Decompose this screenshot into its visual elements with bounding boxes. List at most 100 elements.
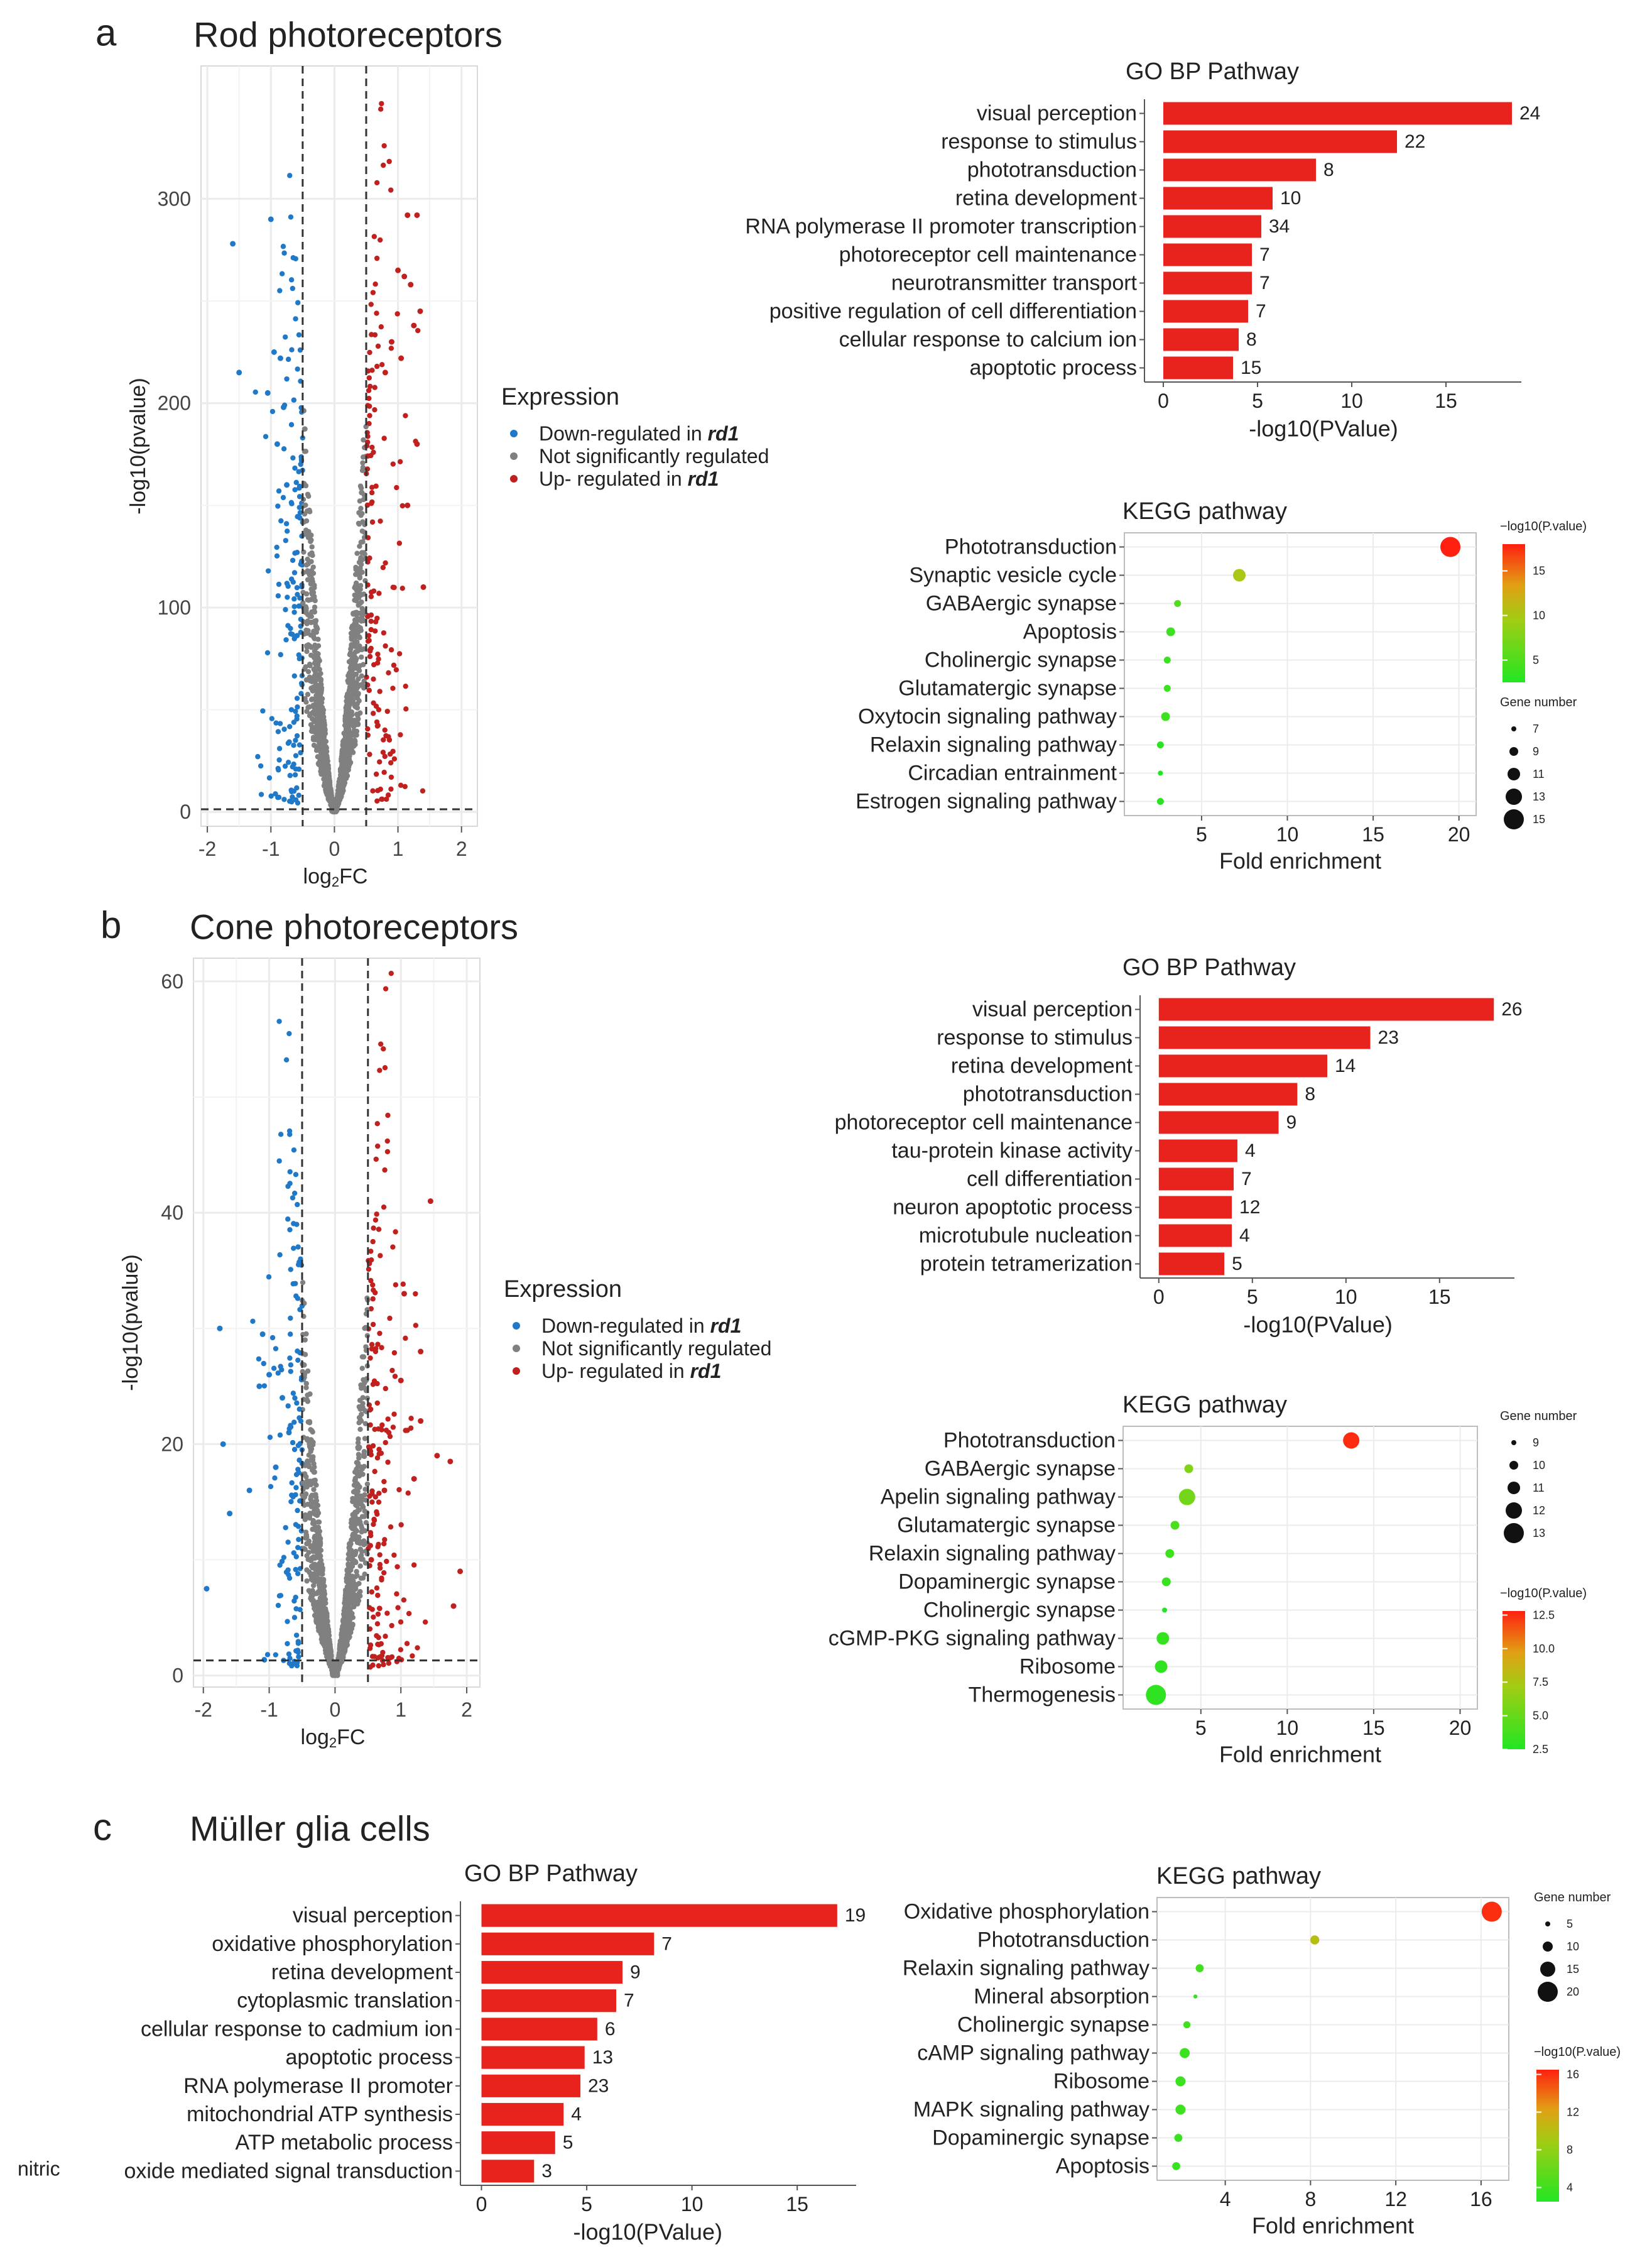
go-bar	[1163, 187, 1273, 210]
go-category-label: cellular response to calcium ion	[839, 328, 1137, 352]
volcano-point-down	[230, 241, 236, 247]
volcano-point	[338, 1643, 344, 1649]
volcano-point	[295, 1296, 301, 1301]
volcano-point-sig	[376, 1605, 383, 1611]
volcano-point	[308, 586, 314, 592]
rod-volcano-plot-area	[200, 65, 478, 827]
volcano-point-sig	[413, 1323, 419, 1328]
legend-label-a: Up- regulated in rd1	[539, 467, 719, 490]
volcano-point	[354, 550, 360, 556]
volcano-point	[357, 1397, 363, 1403]
volcano-point-sig	[294, 713, 300, 719]
volcano-point	[352, 1558, 357, 1564]
go-category-label: tau-protein kinase activity	[891, 1139, 1133, 1163]
volcano-point	[345, 741, 352, 748]
volcano-point-sig	[297, 1607, 303, 1612]
volcano-point-sig	[275, 593, 281, 599]
volcano-point	[295, 1348, 300, 1354]
volcano-point-sig	[275, 1602, 281, 1609]
volcano-point	[374, 255, 380, 261]
kegg-category-label: Cholinergic synapse	[923, 1598, 1116, 1622]
volcano-point	[312, 609, 318, 615]
size-legend-label: 11	[1533, 1482, 1545, 1494]
volcano-point-sig	[285, 1641, 290, 1647]
volcano-point-sig	[408, 1416, 414, 1421]
volcano-point-sig	[377, 1565, 383, 1571]
volcano-point	[344, 737, 351, 743]
panel-title-c: Müller glia cells	[190, 1809, 430, 1849]
rod-kegg-xtick-label: 15	[1362, 823, 1384, 846]
go-bar	[481, 2074, 581, 2097]
cone-volcano-ylabel: -log10(pvalue)	[119, 1254, 143, 1390]
volcano-point	[315, 1554, 322, 1560]
volcano-point-up	[447, 1458, 454, 1465]
volcano-point-sig	[403, 706, 409, 712]
volcano-point	[351, 1510, 357, 1517]
volcano-point	[304, 1459, 310, 1465]
go-category-label: cell differentiation	[967, 1167, 1133, 1191]
panel-letter-c: c	[93, 1806, 112, 1849]
go-bar	[481, 2131, 555, 2155]
rod-kegg-xtick-label: 5	[1196, 823, 1207, 846]
go-bar-label: 5	[563, 2133, 573, 2153]
volcano-point	[279, 271, 285, 276]
cone-kegg-xlabel: Fold enrichment	[1219, 1742, 1381, 1767]
volcano-point	[289, 501, 295, 506]
kegg-category-label: Relaxin signaling pathway	[870, 733, 1117, 757]
size-legend-label: 9	[1533, 745, 1539, 758]
size-legend-label: 10	[1533, 1459, 1545, 1472]
volcano-point-sig	[376, 1541, 381, 1548]
volcano-point	[318, 1636, 324, 1642]
volcano-point	[342, 1605, 347, 1611]
volcano-point-sig	[384, 708, 390, 714]
go-bar-label: 3	[541, 2161, 552, 2182]
go-bar	[1163, 300, 1248, 323]
rod-volcano-xlabel: log2FC	[303, 865, 368, 890]
volcano-point-sig	[375, 1592, 381, 1598]
kegg-bubble	[1155, 1660, 1168, 1673]
volcano-point-sig	[274, 544, 280, 550]
volcano-point	[359, 654, 364, 660]
go-category-label: response to stimulus	[941, 130, 1137, 154]
volcano-point-sig	[291, 1615, 298, 1620]
color-legend-label: 10.0	[1533, 1642, 1555, 1655]
volcano-point	[303, 1516, 308, 1522]
kegg-bubble	[1156, 741, 1164, 748]
go-bar-label: 22	[1405, 131, 1425, 152]
volcano-point-down	[280, 1395, 286, 1401]
volcano-point-sig	[381, 737, 386, 743]
volcano-point	[345, 1566, 352, 1573]
volcano-point-sig	[389, 1622, 394, 1629]
go-category-label: apoptotic process	[970, 356, 1138, 380]
volcano-point	[307, 713, 313, 719]
volcano-point	[300, 589, 306, 595]
legend-title-b: Expression	[504, 1276, 622, 1303]
volcano-point-sig	[375, 1611, 381, 1617]
kegg-bubble	[1156, 1632, 1170, 1645]
go-category-label: visual perception	[977, 102, 1137, 126]
go-bar-label: 5	[1232, 1254, 1242, 1274]
size-legend-label: 10	[1567, 1940, 1579, 1953]
volcano-point-sig	[283, 521, 290, 527]
volcano-point	[360, 1575, 366, 1581]
volcano-point	[360, 1504, 366, 1510]
volcano-point	[369, 484, 375, 490]
volcano-point	[291, 1419, 297, 1425]
volcano-point	[367, 349, 372, 356]
volcano-point	[280, 244, 286, 249]
volcano-point-sig	[265, 568, 271, 574]
size-legend-dot	[1506, 789, 1522, 805]
volcano-point	[309, 1428, 315, 1433]
cone-kegg-xtick-label: 20	[1449, 1717, 1472, 1739]
volcano-point	[308, 1544, 313, 1550]
volcano-point	[374, 1400, 380, 1406]
volcano-point-sig	[401, 1597, 407, 1603]
volcano-point	[362, 1436, 368, 1441]
volcano-point-sig	[291, 743, 296, 748]
volcano-point	[341, 1650, 347, 1656]
go-bar	[1163, 328, 1239, 351]
volcano-point-sig	[377, 1552, 383, 1558]
kegg-category-label: Apoptosis	[1023, 620, 1117, 644]
volcano-point	[311, 666, 317, 672]
volcano-point	[288, 1368, 293, 1374]
